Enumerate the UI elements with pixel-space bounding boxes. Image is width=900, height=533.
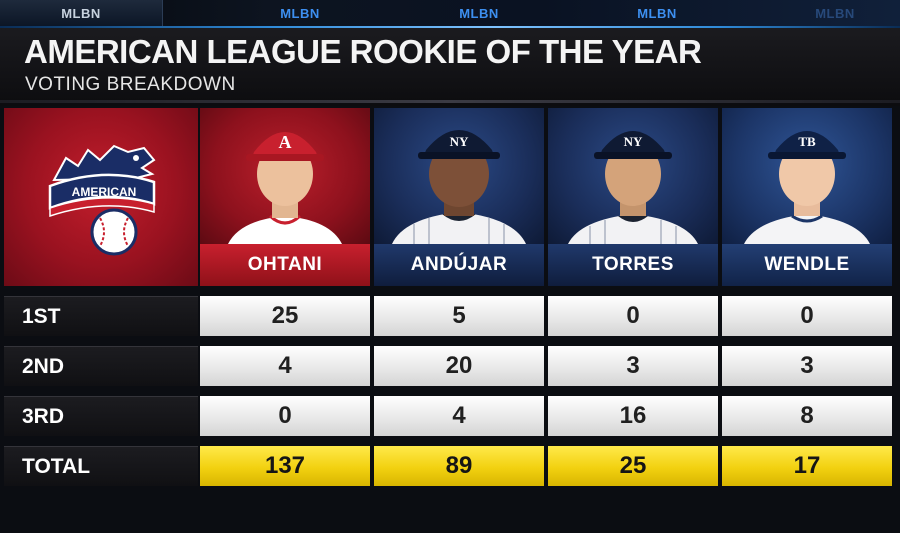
title-panel: AMERICAN LEAGUE ROOKIE OF THE YEAR VOTIN… — [0, 28, 900, 106]
vote-cell: 5 — [374, 296, 544, 336]
vote-cell: 0 — [200, 396, 370, 436]
total-cell: 89 — [374, 446, 544, 486]
row-label-total: TOTAL — [4, 446, 198, 486]
page-title: AMERICAN LEAGUE ROOKIE OF THE YEAR — [24, 33, 702, 70]
title-divider — [0, 100, 900, 103]
player-card-ohtani: A OHTANI — [200, 108, 370, 286]
row-label-2nd: 2ND — [4, 346, 198, 386]
network-tab: MLBN — [815, 6, 855, 21]
total-cell: 137 — [200, 446, 370, 486]
cap-logo: NY — [450, 134, 469, 149]
cap-logo: NY — [624, 134, 643, 149]
american-league-logo: AMERICAN — [48, 144, 156, 256]
row-label-1st: 1ST — [4, 296, 198, 336]
vote-cell: 3 — [548, 346, 718, 386]
player-photo: NY — [374, 108, 544, 244]
page-subtitle: VOTING BREAKDOWN — [25, 74, 236, 95]
vote-cell: 8 — [722, 396, 892, 436]
player-name: WENDLE — [722, 244, 892, 286]
network-tab: MLBN — [637, 6, 677, 21]
player-name: OHTANI — [200, 244, 370, 286]
network-strip-glow — [0, 26, 900, 28]
vote-cell: 16 — [548, 396, 718, 436]
network-tab: MLBN — [459, 6, 499, 21]
network-tab: MLBN — [0, 0, 163, 26]
player-headshot-icon: TB — [744, 131, 870, 244]
player-card-torres: NY TORRES — [548, 108, 718, 286]
vote-cell: 0 — [722, 296, 892, 336]
league-logo-panel: AMERICAN — [4, 108, 198, 286]
vote-cell: 4 — [374, 396, 544, 436]
vote-cell: 0 — [548, 296, 718, 336]
logo-text: AMERICAN — [72, 185, 137, 199]
player-name: ANDÚJAR — [374, 244, 544, 286]
row-label-3rd: 3RD — [4, 396, 198, 436]
player-photo: NY — [548, 108, 718, 244]
player-headshot-icon: A — [228, 132, 342, 244]
vote-cell: 20 — [374, 346, 544, 386]
player-headshot-icon: NY — [568, 131, 698, 244]
vote-cell: 3 — [722, 346, 892, 386]
player-headshot-icon: NY — [392, 130, 526, 244]
player-photo: TB — [722, 108, 892, 244]
vote-cell: 4 — [200, 346, 370, 386]
total-cell: 25 — [548, 446, 718, 486]
network-strip: MLBN MLBN MLBN MLBN MLBN — [0, 0, 900, 28]
player-photo: A — [200, 108, 370, 244]
cap-logo: TB — [798, 134, 816, 149]
vote-cell: 25 — [200, 296, 370, 336]
network-tab: MLBN — [280, 6, 320, 21]
cap-logo: A — [279, 132, 292, 152]
player-card-wendle: TB WENDLE — [722, 108, 892, 286]
total-cell: 17 — [722, 446, 892, 486]
player-card-andujar: NY ANDÚJAR — [374, 108, 544, 286]
player-name: TORRES — [548, 244, 718, 286]
